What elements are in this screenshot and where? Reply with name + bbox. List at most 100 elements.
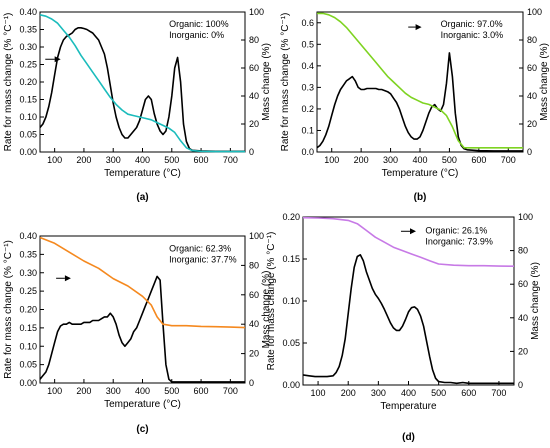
x-tick-label: 100 [311, 388, 326, 398]
chart-panel-c: 100 200 300 400 500 600 7000.000.050.100.150.2… [3, 231, 272, 435]
composition-annotation: Inorganic: 37.7% [169, 254, 237, 264]
mass-change-curve [317, 12, 523, 149]
rate-curve [302, 254, 514, 385]
mass-change-curve [39, 14, 245, 153]
x-tick-label: 500 [431, 388, 446, 398]
x-tick-label: 200 [76, 155, 91, 165]
y-right-tick-label: 60 [527, 63, 537, 73]
x-tick-label: 400 [135, 386, 150, 396]
y-left-axis-label: Rate for mass change (% °C⁻¹) [3, 13, 14, 152]
mass-change-curve [39, 236, 246, 329]
y-left-tick-label: 0.25 [19, 60, 37, 70]
y-right-tick-label: 80 [518, 246, 528, 256]
y-left-tick-label: 0.30 [19, 268, 37, 278]
y-right-tick-label: 20 [518, 346, 528, 356]
x-tick-label: 400 [135, 155, 150, 165]
y-left-tick-label: 0.05 [282, 338, 300, 348]
y-left-tick-label: 0.30 [19, 42, 37, 52]
x-tick-label: 700 [491, 388, 506, 398]
composition-annotation: Organic: 26.1% [425, 225, 487, 235]
y-left-axis-label: Rate for mass change (% °C⁻¹) [3, 240, 14, 379]
y-right-tick-label: 40 [249, 91, 259, 101]
chart-panel-d: 100 200 300 400 500 600 7000.000.050.100.150.2… [266, 212, 541, 443]
y-left-tick-label: 0.5 [301, 39, 314, 49]
y-left-tick-label: 0.35 [19, 25, 37, 35]
arrowhead-icon [54, 56, 61, 63]
y-left-tick-label: 0.10 [19, 341, 37, 351]
y-right-tick-label: 60 [249, 290, 259, 300]
y-right-tick-label: 20 [527, 119, 537, 129]
y-left-tick-label: 0.00 [282, 380, 300, 390]
y-left-tick-label: 0.15 [19, 323, 37, 333]
composition-annotation: Inorganic: 0% [169, 30, 224, 40]
x-tick-label: 200 [341, 388, 356, 398]
y-left-tick-label: 0.20 [19, 305, 37, 315]
x-tick-label: 700 [223, 155, 238, 165]
x-axis-label: Temperature [380, 401, 437, 412]
y-left-tick-label: 0.6 [301, 18, 314, 28]
y-right-tick-label: 0 [249, 147, 254, 157]
rate-curve [316, 52, 523, 152]
y-left-tick-label: 0.40 [19, 7, 37, 17]
y-right-axis-label: Mass change (%) [261, 43, 272, 121]
x-tick-label: 500 [164, 155, 179, 165]
x-tick-label: 300 [106, 155, 121, 165]
y-left-tick-label: 0.0 [301, 147, 314, 157]
y-right-tick-label: 60 [518, 279, 528, 289]
y-left-tick-label: 0.2 [301, 104, 314, 114]
x-axis-label: Temperature (°C) [104, 168, 181, 179]
panel-label: (b) [414, 192, 427, 203]
y-left-axis-label: Rate for mass change (% °C⁻¹) [280, 13, 291, 152]
y-right-axis-label: Mass change (%) [530, 262, 541, 340]
y-right-tick-label: 100 [527, 7, 542, 17]
composition-annotation: Organic: 100% [169, 19, 229, 29]
x-tick-label: 500 [442, 155, 457, 165]
x-tick-label: 100 [47, 155, 62, 165]
arrowhead-icon [415, 24, 422, 31]
x-axis-label: Temperature (°C) [104, 399, 181, 410]
y-right-tick-label: 20 [249, 119, 259, 129]
y-right-tick-label: 60 [249, 63, 259, 73]
y-right-tick-label: 100 [249, 7, 264, 17]
rate-curve [39, 26, 245, 153]
x-tick-label: 400 [401, 388, 416, 398]
arrowhead-icon [410, 228, 417, 235]
x-tick-label: 600 [194, 155, 209, 165]
arrowhead-icon [64, 275, 71, 282]
y-right-tick-label: 0 [249, 378, 254, 388]
composition-annotation: Organic: 62.3% [169, 243, 231, 253]
panel-label: (d) [402, 432, 415, 443]
y-left-tick-label: 0.10 [282, 296, 300, 306]
chart-panel-b: 100 200 300 400 500 600 7000.00.10.20.30.40.50… [280, 7, 550, 203]
x-tick-label: 100 [324, 155, 339, 165]
y-right-tick-label: 80 [249, 35, 259, 45]
y-right-tick-label: 80 [527, 35, 537, 45]
y-right-tick-label: 40 [518, 313, 528, 323]
y-left-tick-label: 0.40 [19, 231, 37, 241]
y-left-tick-label: 0.3 [301, 82, 314, 92]
y-left-tick-label: 0.20 [19, 77, 37, 87]
y-right-tick-label: 40 [527, 91, 537, 101]
y-right-tick-label: 20 [249, 349, 259, 359]
y-left-tick-label: 0.25 [19, 286, 37, 296]
y-left-tick-label: 0.1 [301, 125, 314, 135]
y-right-tick-label: 0 [527, 147, 532, 157]
y-left-tick-label: 0.20 [282, 212, 300, 222]
y-left-tick-label: 0.15 [282, 254, 300, 264]
x-tick-label: 600 [471, 155, 486, 165]
y-left-tick-label: 0.35 [19, 249, 37, 259]
y-left-tick-label: 0.15 [19, 95, 37, 105]
composition-annotation: Inorganic: 73.9% [425, 236, 493, 246]
y-left-tick-label: 0.4 [301, 61, 314, 71]
mass-change-curve [302, 216, 515, 267]
y-left-axis-label: Rate for mass change (% °C⁻¹) [266, 232, 277, 371]
y-right-axis-label: Mass change (%) [261, 271, 272, 349]
y-left-tick-label: 0.05 [19, 130, 37, 140]
panel-label: (c) [136, 424, 148, 435]
rate-curve [39, 275, 245, 383]
x-axis-label: Temperature (°C) [382, 168, 459, 179]
x-tick-label: 600 [461, 388, 476, 398]
x-tick-label: 300 [383, 155, 398, 165]
x-tick-label: 700 [223, 386, 238, 396]
